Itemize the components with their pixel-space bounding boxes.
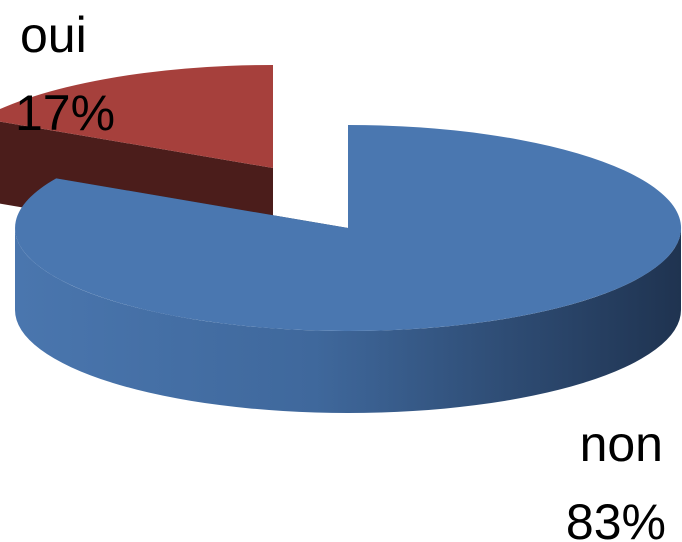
slice-side-non — [15, 228, 681, 413]
slice-label-oui: oui — [20, 7, 87, 63]
slices-layer — [0, 65, 682, 413]
slice-percent-non: 83% — [566, 494, 666, 542]
slice-percent-oui: 17% — [15, 85, 115, 141]
slice-label-non: non — [580, 416, 663, 472]
slice-top-oui — [0, 65, 273, 168]
slice-top-non — [15, 124, 682, 331]
